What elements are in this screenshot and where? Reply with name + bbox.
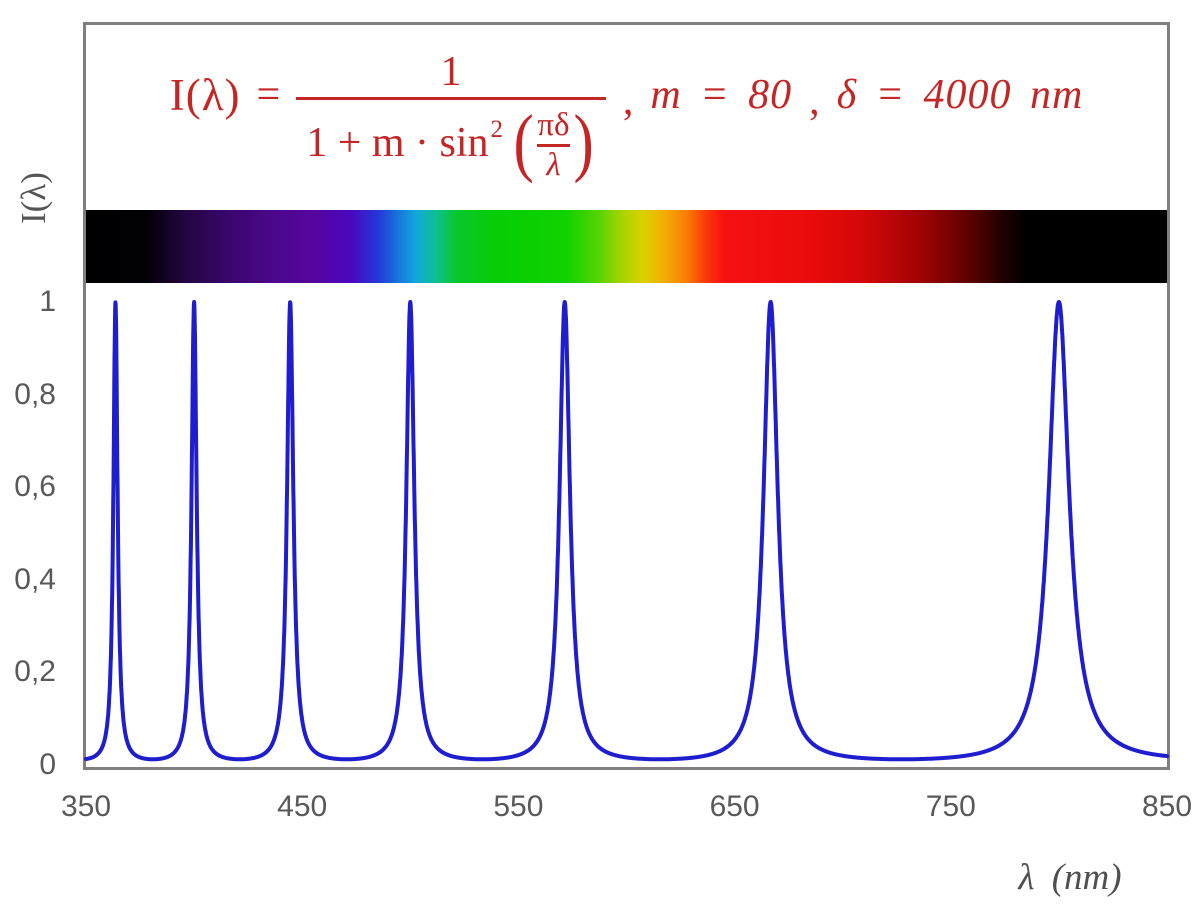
denominator-text: 1 + m · sin [306,119,489,166]
separator-comma-2: , [809,78,820,124]
formula-equals: = [256,72,281,118]
param-delta: δ = 4000 nm [836,72,1084,118]
fraction-numerator: 1 [440,49,462,96]
open-paren: ( [513,100,534,185]
x-tick-label: 650 [709,790,760,823]
x-tick-label: 750 [925,790,976,823]
y-tick-label: 0,8 [14,377,56,411]
y-tick-label: 0 [39,748,56,781]
y-tick-label: 0,4 [14,562,56,596]
separator-comma: , [622,78,634,124]
formula: I(λ) = 1 1 + m · sin 2 ( πδ λ ) , m = 80… [86,10,1167,185]
x-axis-title: λ (nm) [1018,857,1122,898]
sin-exponent: 2 [490,116,504,143]
x-tick-label: 350 [60,790,112,823]
plot-frame [83,22,1170,770]
param-m: m = 80 [650,72,793,118]
y-axis-title: I(λ) [14,172,53,224]
fraction-denominator: 1 + m · sin 2 ( πδ λ ) [296,100,606,185]
x-tick-label: 550 [493,790,544,823]
fraction-bar [296,97,606,101]
x-tick-label: 450 [277,790,328,823]
close-paren: ) [573,100,594,185]
inner-numerator: πδ [537,107,570,144]
inner-fraction-bar [537,144,570,147]
inner-fraction: πδ λ [537,107,570,183]
formula-lhs: I(λ) [169,69,241,120]
y-tick-label: 0,2 [14,655,56,689]
inner-denominator: λ [546,146,561,183]
spectrum-strip [86,210,1167,283]
formula-fraction: 1 1 + m · sin 2 ( πδ λ ) [296,49,606,185]
y-tick-label: 0,6 [14,470,56,504]
x-tick-label: 850 [1141,790,1193,823]
airy-curve [84,300,1169,762]
y-tick-label: 1 [39,285,56,318]
